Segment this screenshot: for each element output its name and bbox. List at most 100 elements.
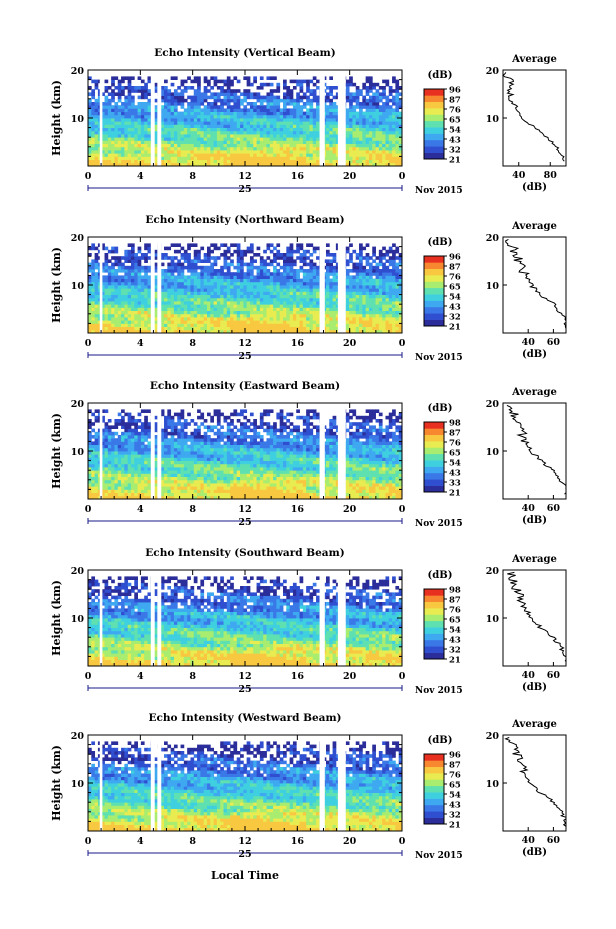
- colorbar-swatch: [424, 428, 444, 436]
- profile-line: [505, 238, 567, 329]
- panel-0: [87, 69, 567, 191]
- data-gap: [319, 237, 325, 333]
- x-tick-label: 8: [189, 504, 196, 515]
- colorbar-swatch: [424, 785, 444, 793]
- y-axis-label: Height (km): [50, 247, 63, 323]
- x-tick-label: 0: [85, 171, 92, 182]
- profile-y-tick-label: 20: [486, 233, 500, 244]
- x-tick-label: 16: [291, 338, 305, 349]
- x-tick-label: 20: [343, 836, 357, 847]
- colorbar-swatch: [424, 120, 444, 128]
- colorbar-swatch: [424, 773, 444, 780]
- colorbar-swatch: [424, 114, 444, 122]
- data-gap: [319, 735, 325, 831]
- y-tick-label: 10: [71, 114, 85, 125]
- colorbar-label: 98: [449, 419, 461, 429]
- profile-y-tick-label: 20: [486, 566, 500, 577]
- colorbar-swatch: [424, 89, 444, 96]
- colorbar-label: 87: [449, 761, 461, 771]
- x-tick-label: 4: [137, 504, 144, 515]
- data-gap: [99, 403, 103, 499]
- data-gap: [157, 237, 162, 333]
- profile-title: Average: [511, 554, 557, 565]
- date-label: Nov 2015: [415, 519, 463, 529]
- colorbar-swatch: [424, 146, 444, 153]
- colorbar-label: 43: [449, 136, 461, 146]
- colorbar-swatch: [424, 441, 444, 448]
- x-tick-label: 16: [291, 671, 305, 682]
- date-label: Nov 2015: [415, 851, 463, 861]
- x-tick-label: 4: [137, 338, 144, 349]
- colorbar-swatch: [424, 601, 444, 609]
- x-tick-label: 12: [238, 171, 251, 182]
- colorbar-label: 32: [449, 811, 461, 821]
- colorbar-unit: (dB): [428, 403, 453, 414]
- colorbar-swatch: [424, 639, 444, 647]
- x-tick-label: 8: [189, 836, 196, 847]
- colorbar-label: 65: [449, 116, 461, 126]
- colorbar-swatch: [424, 779, 444, 787]
- profile-y-tick-label: 20: [486, 399, 500, 410]
- panel-title: Echo Intensity (Eastward Beam): [150, 380, 340, 392]
- colorbar-label: 65: [449, 616, 461, 626]
- colorbar-swatch: [424, 434, 444, 442]
- colorbar-swatch: [424, 127, 444, 134]
- x-tick-label: 12: [238, 836, 251, 847]
- date-label: Nov 2015: [415, 686, 463, 696]
- x-tick-label: 8: [189, 338, 196, 349]
- day-label: 25: [238, 184, 251, 195]
- profile-title: Average: [511, 719, 557, 730]
- panel-title: Echo Intensity (Vertical Beam): [154, 47, 335, 59]
- colorbar-label: 21: [449, 323, 461, 333]
- y-tick-label: 10: [71, 447, 85, 458]
- profile-title: Average: [511, 54, 557, 65]
- colorbar-swatch: [424, 108, 444, 115]
- data-gap: [337, 570, 346, 666]
- profile-y-tick-label: 10: [486, 114, 500, 125]
- profile-y-tick-label: 10: [486, 614, 500, 625]
- data-gap: [319, 70, 325, 166]
- profile-line: [502, 72, 565, 162]
- panel-1: [87, 236, 567, 358]
- x-tick-label: 12: [238, 338, 251, 349]
- colorbar-label: 21: [449, 156, 461, 166]
- heatmap-cells: [88, 409, 403, 500]
- profile-y-tick-label: 20: [486, 731, 500, 742]
- day-label: 25: [238, 849, 251, 860]
- data-gap: [150, 403, 155, 499]
- x-tick-label: 12: [238, 504, 251, 515]
- profile-xlabel: (dB): [522, 182, 547, 193]
- data-gap: [99, 70, 103, 166]
- data-gap: [157, 403, 162, 499]
- colorbar-swatch: [424, 422, 444, 429]
- colorbar-label: 21: [449, 489, 461, 499]
- x-tick-label: 20: [343, 171, 357, 182]
- shared-x-axis-label: Local Time: [211, 869, 279, 882]
- colorbar-frame: [423, 588, 445, 660]
- colorbar-swatch: [424, 453, 444, 461]
- x-tick-label: 20: [343, 504, 357, 515]
- profile-frame: [502, 402, 567, 500]
- colorbar-swatch: [424, 627, 444, 634]
- date-label: Nov 2015: [415, 186, 463, 196]
- x-tick-label: 8: [189, 171, 196, 182]
- x-tick-label: 0: [399, 504, 406, 515]
- colorbar-swatch: [424, 466, 444, 474]
- x-tick-label: 4: [137, 671, 144, 682]
- y-axis-label: Height (km): [50, 413, 63, 489]
- heatmap-cells: [88, 243, 403, 334]
- colorbar-label: 98: [449, 586, 461, 596]
- colorbar-swatch: [424, 275, 444, 282]
- colorbar-unit: (dB): [428, 735, 453, 746]
- day-label: 25: [238, 351, 251, 362]
- colorbar-label: 32: [449, 646, 461, 656]
- colorbar-swatch: [424, 620, 444, 628]
- profile-xlabel: (dB): [522, 515, 547, 526]
- x-tick-label: 0: [399, 836, 406, 847]
- x-tick-label: 16: [291, 171, 305, 182]
- profile-xlabel: (dB): [522, 847, 547, 858]
- y-tick-label: 20: [71, 731, 85, 742]
- data-gap: [337, 735, 346, 831]
- colorbar-swatch: [424, 792, 444, 799]
- profile-y-tick-label: 10: [486, 281, 500, 292]
